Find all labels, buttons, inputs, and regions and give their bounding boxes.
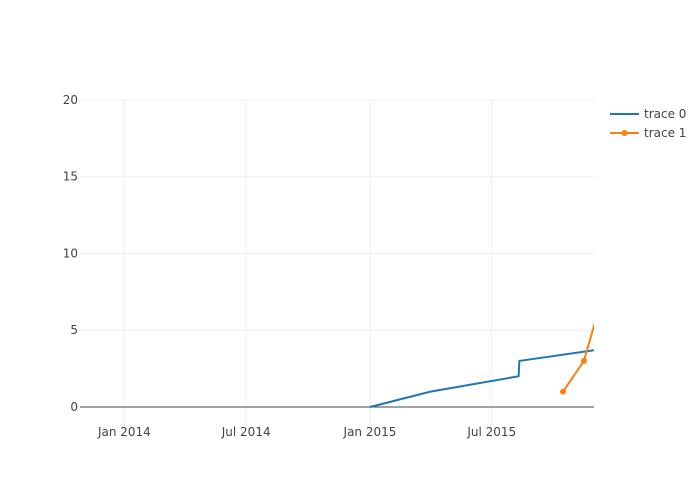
grid-lines [80, 99, 594, 430]
legend-marker-1 [621, 130, 628, 136]
x-tick-label-2: Jan 2015 [343, 425, 397, 439]
legend-item-0[interactable]: trace 0 [610, 107, 686, 121]
plot-background [80, 100, 594, 430]
series-1-point-1 [580, 357, 587, 364]
x-tick-label-0: Jan 2014 [97, 425, 151, 439]
series-0-line [369, 349, 594, 408]
series-layer [369, 250, 618, 408]
x-tick-label-3: Jul 2015 [466, 425, 516, 439]
legend-label-1: trace 1 [644, 126, 686, 140]
y-tick-label-0: 0 [70, 400, 78, 414]
legend-item-1[interactable]: trace 1 [610, 126, 686, 140]
axis-tick-labels: 0 5 10 15 20 Jan 2014 Jul 2014 Jan 2015 Jul 2015 [63, 93, 516, 439]
y-tick-label-4: 20 [63, 93, 78, 107]
series-0 [369, 349, 594, 408]
series-1 [560, 250, 618, 395]
y-tick-label-1: 5 [70, 323, 78, 337]
y-tick-label-3: 15 [63, 170, 78, 184]
x-tick-label-1: Jul 2014 [221, 425, 271, 439]
series-1-point-2 [612, 250, 618, 256]
legend[interactable]: trace 0 trace 1 [610, 107, 686, 140]
series-1-point-0 [560, 388, 567, 395]
y-tick-label-2: 10 [63, 246, 78, 260]
legend-label-0: trace 0 [644, 107, 686, 121]
